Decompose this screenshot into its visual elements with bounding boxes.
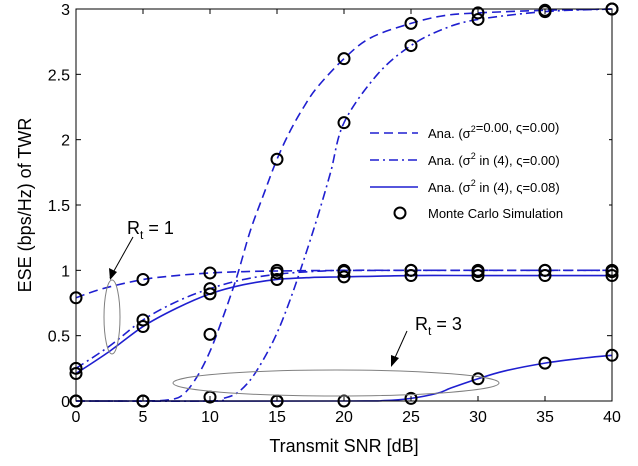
mc-marker-31 — [337, 52, 351, 66]
mc-marker-43 — [538, 5, 552, 19]
series-line-2 — [75, 274, 612, 375]
mc-marker-48 — [471, 372, 485, 386]
mc-marker-29 — [203, 327, 217, 341]
x-tick-label-6: 30 — [469, 409, 487, 426]
annotation-rt3: Rt = 3 — [172, 314, 500, 397]
mc-marker-22 — [337, 270, 351, 284]
x-tick-label-3: 15 — [268, 409, 286, 426]
mc-marker-32 — [404, 16, 418, 30]
mc-marker-49 — [538, 356, 552, 370]
mc-marker-1 — [136, 272, 150, 286]
x-tick-label-5: 25 — [402, 409, 420, 426]
legend-label-2: Ana. (σ2 in (4), ς=0.08) — [428, 178, 560, 195]
series-line-4 — [75, 8, 613, 402]
mc-marker-16 — [538, 263, 552, 277]
legend-label-3: Monte Carlo Simulation — [428, 206, 563, 221]
y-tick-label-5: 2.5 — [48, 67, 70, 84]
x-tick-label-2: 10 — [201, 409, 219, 426]
mc-marker-19 — [136, 320, 150, 334]
y-axis-label: ESE (bps/Hz) of TWR — [15, 118, 35, 293]
mc-marker-41 — [404, 39, 418, 53]
mc-marker-14 — [404, 263, 418, 277]
annotation-rt3-ellipse — [172, 369, 500, 397]
x-tick-label-1: 5 — [139, 409, 148, 426]
y-tick-label-4: 2 — [61, 133, 70, 150]
y-tick-label-3: 1.5 — [48, 198, 70, 215]
y-tick-label-1: 0.5 — [48, 329, 70, 346]
mc-marker-12 — [270, 266, 284, 280]
mc-marker-24 — [471, 269, 485, 283]
mc-marker-33 — [471, 6, 485, 20]
mc-marker-20 — [203, 287, 217, 301]
legend: Ana. (σ2=0.00, ς=0.00) Ana. (σ2 in (4), … — [362, 120, 609, 230]
series-line-5 — [75, 354, 613, 402]
mc-marker-30 — [270, 152, 284, 166]
mc-marker-13 — [337, 265, 351, 279]
mc-marker-47 — [404, 391, 418, 405]
annotation-rt1-text: Rt = 1 — [127, 218, 174, 242]
mc-marker-23 — [404, 269, 418, 283]
legend-box — [362, 120, 609, 230]
y-tick-label-6: 3 — [61, 2, 70, 19]
mc-marker-25 — [538, 269, 552, 283]
x-tick-label-4: 20 — [335, 409, 353, 426]
annotation-rt1-ellipse — [103, 279, 121, 355]
x-tick-label-7: 35 — [536, 409, 554, 426]
x-tick-label-8: 40 — [603, 409, 621, 426]
x-tick-label-0: 0 — [72, 409, 81, 426]
y-tick-label-0: 0 — [61, 394, 70, 411]
annotation-rt1-arrowhead — [109, 268, 117, 280]
annotation-rt1: Rt = 1 — [103, 218, 174, 355]
x-axis-label: Transmit SNR [dB] — [269, 436, 418, 456]
series-line-3 — [75, 8, 613, 402]
legend-marker — [393, 206, 407, 220]
mc-marker-2 — [203, 266, 217, 280]
mc-marker-21 — [270, 272, 284, 286]
annotation-rt3-arrowhead — [391, 355, 399, 367]
annotation-rt3-text: Rt = 3 — [415, 314, 462, 338]
mc-marker-40 — [337, 116, 351, 130]
mc-marker-15 — [471, 265, 485, 279]
mc-marker-10 — [136, 313, 150, 327]
mc-marker-11 — [203, 282, 217, 296]
legend-label-1: Ana. (σ2 in (4), ς=0.00) — [428, 151, 560, 168]
y-tick-label-2: 1 — [61, 263, 70, 280]
series-line-0 — [75, 269, 612, 299]
